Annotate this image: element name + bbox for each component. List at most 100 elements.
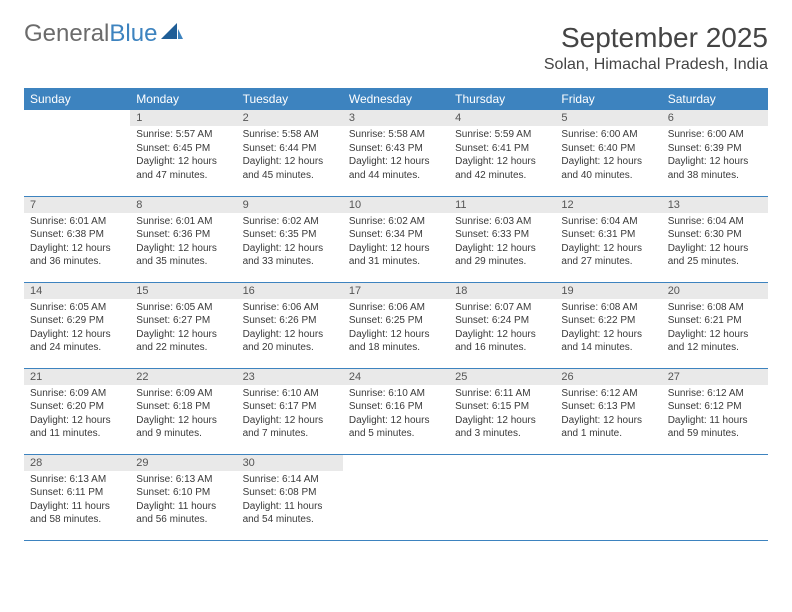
sunrise-line: Sunrise: 6:01 AM (30, 215, 124, 229)
day-number: 23 (237, 369, 343, 385)
sunset-line: Sunset: 6:34 PM (349, 228, 443, 242)
sunset-line: Sunset: 6:24 PM (455, 314, 549, 328)
sunset-line: Sunset: 6:40 PM (561, 142, 655, 156)
calendar-cell-empty (449, 454, 555, 540)
day-details: Sunrise: 5:59 AMSunset: 6:41 PMDaylight:… (449, 126, 555, 186)
day-details: Sunrise: 6:14 AMSunset: 6:08 PMDaylight:… (237, 471, 343, 531)
day-details: Sunrise: 6:01 AMSunset: 6:36 PMDaylight:… (130, 213, 236, 273)
sunset-line: Sunset: 6:30 PM (668, 228, 762, 242)
daylight-line: Daylight: 12 hours and 40 minutes. (561, 155, 655, 182)
day-number: 3 (343, 110, 449, 126)
daylight-line: Daylight: 11 hours and 58 minutes. (30, 500, 124, 527)
sunset-line: Sunset: 6:16 PM (349, 400, 443, 414)
calendar-cell: 12Sunrise: 6:04 AMSunset: 6:31 PMDayligh… (555, 196, 661, 282)
calendar-table: SundayMondayTuesdayWednesdayThursdayFrid… (24, 88, 768, 541)
sunrise-line: Sunrise: 6:09 AM (136, 387, 230, 401)
day-details: Sunrise: 6:02 AMSunset: 6:34 PMDaylight:… (343, 213, 449, 273)
day-details: Sunrise: 6:06 AMSunset: 6:26 PMDaylight:… (237, 299, 343, 359)
day-number: 9 (237, 197, 343, 213)
sunrise-line: Sunrise: 6:13 AM (30, 473, 124, 487)
sunrise-line: Sunrise: 6:03 AM (455, 215, 549, 229)
calendar-cell: 14 Sunrise: 6:05 AMSunset: 6:29 PMDayligh… (24, 282, 130, 368)
sunset-line: Sunset: 6:35 PM (243, 228, 337, 242)
day-number: 13 (662, 197, 768, 213)
sunrise-line: Sunrise: 6:12 AM (668, 387, 762, 401)
daylight-line: Daylight: 12 hours and 29 minutes. (455, 242, 549, 269)
weekday-header: Tuesday (237, 88, 343, 110)
day-details: Sunrise: 6:03 AMSunset: 6:33 PMDaylight:… (449, 213, 555, 273)
day-number: 25 (449, 369, 555, 385)
logo: GeneralBlue (24, 22, 183, 46)
calendar-cell: 24Sunrise: 6:10 AMSunset: 6:16 PMDayligh… (343, 368, 449, 454)
calendar-cell: 7Sunrise: 6:01 AMSunset: 6:38 PMDaylight… (24, 196, 130, 282)
daylight-line: Daylight: 12 hours and 1 minute. (561, 414, 655, 441)
daylight-line: Daylight: 12 hours and 25 minutes. (668, 242, 762, 269)
logo-text-1: General (24, 22, 109, 46)
day-number: 8 (130, 197, 236, 213)
calendar-cell: 26Sunrise: 6:12 AMSunset: 6:13 PMDayligh… (555, 368, 661, 454)
day-details: Sunrise: 6:04 AMSunset: 6:31 PMDaylight:… (555, 213, 661, 273)
calendar-cell-empty (662, 454, 768, 540)
calendar-cell: 5Sunrise: 6:00 AMSunset: 6:40 PMDaylight… (555, 110, 661, 196)
page-subtitle: Solan, Himachal Pradesh, India (544, 56, 768, 74)
sunrise-line: Sunrise: 6:05 AM (30, 301, 124, 315)
weekday-header: Monday (130, 88, 236, 110)
daylight-line: Daylight: 12 hours and 44 minutes. (349, 155, 443, 182)
daylight-line: Daylight: 12 hours and 12 minutes. (668, 328, 762, 355)
sunrise-line: Sunrise: 6:08 AM (561, 301, 655, 315)
daylight-line: Daylight: 11 hours and 59 minutes. (668, 414, 762, 441)
sunset-line: Sunset: 6:08 PM (243, 486, 337, 500)
sunrise-line: Sunrise: 5:58 AM (349, 128, 443, 142)
day-details: Sunrise: 6:07 AMSunset: 6:24 PMDaylight:… (449, 299, 555, 359)
sunset-line: Sunset: 6:43 PM (349, 142, 443, 156)
calendar-cell: 19Sunrise: 6:08 AMSunset: 6:22 PMDayligh… (555, 282, 661, 368)
calendar-cell: 29Sunrise: 6:13 AMSunset: 6:10 PMDayligh… (130, 454, 236, 540)
day-details: Sunrise: 6:11 AMSunset: 6:15 PMDaylight:… (449, 385, 555, 445)
sunrise-line: Sunrise: 6:06 AM (349, 301, 443, 315)
calendar-cell: 18Sunrise: 6:07 AMSunset: 6:24 PMDayligh… (449, 282, 555, 368)
daylight-line: Daylight: 12 hours and 33 minutes. (243, 242, 337, 269)
daylight-line: Daylight: 12 hours and 24 minutes. (30, 328, 124, 355)
sunrise-line: Sunrise: 6:08 AM (668, 301, 762, 315)
calendar-cell: 10Sunrise: 6:02 AMSunset: 6:34 PMDayligh… (343, 196, 449, 282)
sunrise-line: Sunrise: 6:14 AM (243, 473, 337, 487)
daylight-line: Daylight: 12 hours and 7 minutes. (243, 414, 337, 441)
daylight-line: Daylight: 12 hours and 9 minutes. (136, 414, 230, 441)
day-number: 17 (343, 283, 449, 299)
day-number: 29 (130, 455, 236, 471)
weekday-header: Thursday (449, 88, 555, 110)
day-number: 30 (237, 455, 343, 471)
calendar-cell: 27Sunrise: 6:12 AMSunset: 6:12 PMDayligh… (662, 368, 768, 454)
day-number: 21 (24, 369, 130, 385)
day-details: Sunrise: 6:05 AMSunset: 6:27 PMDaylight:… (130, 299, 236, 359)
daylight-line: Daylight: 12 hours and 18 minutes. (349, 328, 443, 355)
day-details: Sunrise: 5:58 AMSunset: 6:44 PMDaylight:… (237, 126, 343, 186)
daylight-line: Daylight: 12 hours and 22 minutes. (136, 328, 230, 355)
day-details: Sunrise: 6:00 AMSunset: 6:39 PMDaylight:… (662, 126, 768, 186)
calendar-cell: 25Sunrise: 6:11 AMSunset: 6:15 PMDayligh… (449, 368, 555, 454)
day-number: 14 (24, 283, 130, 299)
sunrise-line: Sunrise: 6:00 AM (668, 128, 762, 142)
daylight-line: Daylight: 12 hours and 14 minutes. (561, 328, 655, 355)
calendar-cell: 20Sunrise: 6:08 AMSunset: 6:21 PMDayligh… (662, 282, 768, 368)
sunset-line: Sunset: 6:36 PM (136, 228, 230, 242)
daylight-line: Daylight: 12 hours and 27 minutes. (561, 242, 655, 269)
daylight-line: Daylight: 11 hours and 56 minutes. (136, 500, 230, 527)
daylight-line: Daylight: 12 hours and 11 minutes. (30, 414, 124, 441)
sunrise-line: Sunrise: 5:57 AM (136, 128, 230, 142)
sunset-line: Sunset: 6:31 PM (561, 228, 655, 242)
day-number: 1 (130, 110, 236, 126)
calendar-cell-empty (343, 454, 449, 540)
day-details: Sunrise: 6:06 AMSunset: 6:25 PMDaylight:… (343, 299, 449, 359)
day-details: Sunrise: 6:08 AMSunset: 6:22 PMDaylight:… (555, 299, 661, 359)
day-details: Sunrise: 6:09 AMSunset: 6:20 PMDaylight:… (24, 385, 130, 445)
day-number: 5 (555, 110, 661, 126)
sunset-line: Sunset: 6:29 PM (30, 314, 124, 328)
calendar-cell: 17Sunrise: 6:06 AMSunset: 6:25 PMDayligh… (343, 282, 449, 368)
calendar-cell: 2Sunrise: 5:58 AMSunset: 6:44 PMDaylight… (237, 110, 343, 196)
weekday-header: Sunday (24, 88, 130, 110)
sunrise-line: Sunrise: 6:07 AM (455, 301, 549, 315)
calendar-row: 28Sunrise: 6:13 AMSunset: 6:11 PMDayligh… (24, 454, 768, 540)
day-number: 2 (237, 110, 343, 126)
day-number: 26 (555, 369, 661, 385)
